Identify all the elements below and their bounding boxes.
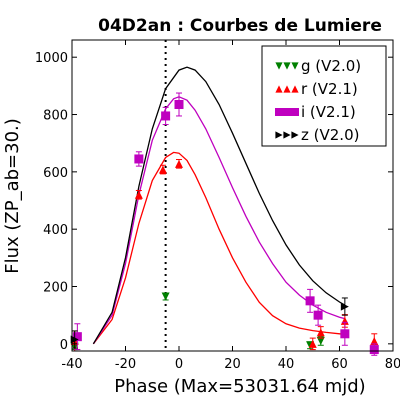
legend-marker xyxy=(283,62,291,70)
data-point xyxy=(313,310,323,320)
legend-label: g (V2.0) xyxy=(301,57,361,75)
y-tick-label: 1000 xyxy=(35,51,68,66)
series-2 xyxy=(72,92,379,356)
legend-marker xyxy=(275,131,283,139)
data-point xyxy=(161,111,171,121)
legend: g (V2.0) r (V2.1) i (V2.1) z (V2.0) xyxy=(261,45,387,147)
legend-box xyxy=(261,45,387,147)
legend-entry: z (V2.0) xyxy=(275,126,359,144)
data-point xyxy=(305,296,315,306)
legend-label: r (V2.1) xyxy=(301,80,358,98)
x-tick-label: 60 xyxy=(331,357,348,372)
data-point xyxy=(308,339,317,348)
data-point xyxy=(70,335,79,344)
x-tick-label: -40 xyxy=(61,357,82,372)
legend-marker xyxy=(291,131,299,139)
data-point xyxy=(161,292,170,301)
legend-marker xyxy=(291,108,299,116)
x-tick-label: 40 xyxy=(278,357,295,372)
model-curve-r xyxy=(92,151,345,345)
data-point xyxy=(158,165,167,174)
data-point xyxy=(340,302,349,311)
legend-marker xyxy=(283,108,291,116)
y-tick-label: 0 xyxy=(60,338,68,353)
legend-marker xyxy=(275,62,283,70)
legend-label: i (V2.1) xyxy=(301,103,356,121)
chart-title: 04D2an : Courbes de Lumiere xyxy=(98,16,382,36)
data-point xyxy=(316,328,325,337)
data-point xyxy=(369,345,379,355)
y-tick-label: 800 xyxy=(43,109,68,124)
x-axis-label: Phase (Max=53031.64 mjd) xyxy=(114,376,365,397)
x-tick-label: 80 xyxy=(385,357,400,372)
data-point xyxy=(134,190,143,199)
data-point xyxy=(316,336,325,345)
data-points xyxy=(70,92,379,356)
data-point xyxy=(340,316,349,325)
legend-marker xyxy=(283,131,291,139)
y-tick-label: 400 xyxy=(43,223,68,238)
legend-entries: g (V2.0) r (V2.1) i (V2.1) z (V2.0) xyxy=(275,57,361,144)
x-tick-label: 0 xyxy=(175,357,183,372)
legend-marker xyxy=(291,85,299,93)
data-point xyxy=(134,154,144,164)
data-point xyxy=(340,329,350,339)
legend-entry: g (V2.0) xyxy=(275,57,361,75)
legend-marker xyxy=(275,85,283,93)
legend-label: z (V2.0) xyxy=(301,126,359,144)
data-point xyxy=(175,159,183,168)
x-tick-label: -20 xyxy=(115,357,136,372)
data-point xyxy=(174,99,184,109)
y-tick-label: 200 xyxy=(43,281,68,296)
legend-marker xyxy=(275,108,283,116)
legend-entry: i (V2.1) xyxy=(275,103,356,121)
x-tick-label: 20 xyxy=(224,357,241,372)
data-point xyxy=(370,336,379,345)
legend-marker xyxy=(291,62,299,70)
model-curve-z xyxy=(92,66,346,345)
legend-marker xyxy=(283,85,291,93)
data-point xyxy=(72,332,82,342)
y-tick-label: 600 xyxy=(43,166,68,181)
legend-entry: r (V2.1) xyxy=(275,80,358,98)
series-3 xyxy=(70,297,349,349)
y-axis-label: Flux (ZP_ab=30.) xyxy=(2,118,23,274)
